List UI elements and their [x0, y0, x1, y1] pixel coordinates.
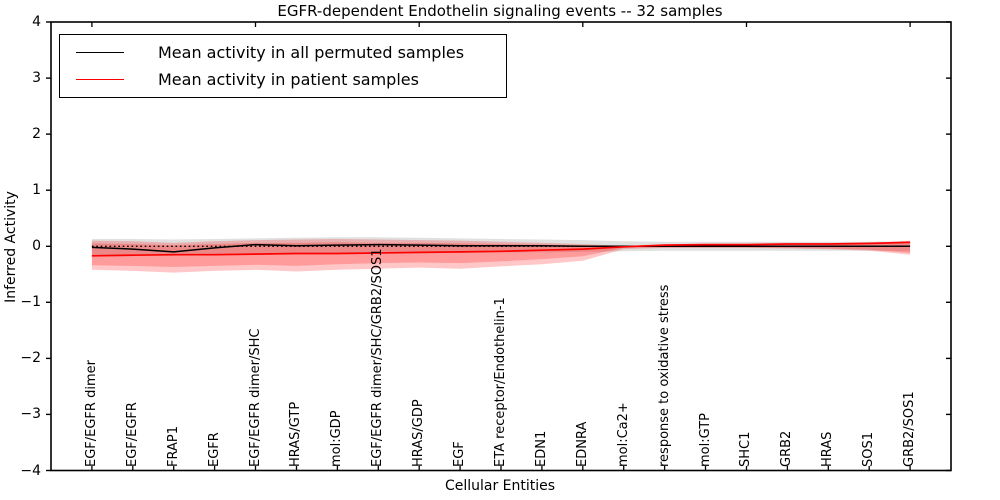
- y-tick-label: 1: [32, 182, 41, 199]
- x-tick-label: FRAP1: [165, 426, 181, 467]
- x-tick-label: EGF/EGFR: [124, 402, 140, 467]
- x-axis-label: Cellular Entities: [444, 478, 556, 494]
- y-tick-label: −4: [20, 462, 41, 479]
- y-tick-label: −2: [20, 350, 41, 367]
- x-tick-label: mol:Ca2+: [615, 402, 631, 467]
- x-tick-label: EGF/EGFR dimer: [83, 360, 99, 467]
- series-line-mean-activity-in-all-permuted-samples: [91, 243, 911, 253]
- x-tick-label: EGF/EGFR dimer/SHC/GRB2/SOS1: [370, 248, 386, 468]
- y-tick-label: 4: [32, 14, 41, 30]
- band-patient-samples-range-outer: [91, 239, 911, 273]
- x-tick-label: SHC1: [738, 431, 754, 467]
- chart-title: EGFR-dependent Endothelin signaling even…: [277, 2, 723, 20]
- x-tick-label: GRB2: [779, 430, 795, 467]
- legend-entry-permuted: Mean activity in all permuted samples: [76, 40, 506, 66]
- y-tick-label: 3: [32, 70, 41, 87]
- x-tick-label: HRAS: [820, 431, 836, 467]
- y-tick-label: −3: [20, 406, 41, 423]
- x-tick-label: EDN1: [533, 430, 549, 467]
- x-tick-label: EGF/EGFR dimer/SHC: [247, 328, 263, 467]
- patient-line-swatch: [76, 79, 124, 80]
- x-tick-label: SOS1: [861, 431, 877, 467]
- x-tick-label: response to oxidative stress: [656, 284, 672, 467]
- x-tick-label: mol:GDP: [329, 410, 345, 467]
- legend-label-patient: Mean activity in patient samples: [158, 70, 419, 89]
- legend-entry-patient: Mean activity in patient samples: [76, 67, 506, 93]
- x-tick-label: HRAS/GTP: [288, 401, 304, 467]
- legend-label-permuted: Mean activity in all permuted samples: [158, 43, 465, 62]
- x-tick-label: HRAS/GDP: [411, 399, 427, 467]
- legend: Mean activity in all permuted samples Me…: [59, 34, 507, 98]
- x-tick-label: mol:GTP: [697, 413, 713, 467]
- x-tick-label: EDNRA: [574, 421, 590, 467]
- x-tick-label: EGF: [452, 441, 468, 467]
- permuted-line-swatch: [76, 52, 124, 53]
- x-tick-label: GRB2/SOS1: [902, 391, 918, 467]
- y-tick-label: 0: [32, 238, 41, 255]
- x-tick-label: ETA receptor/Endothelin-1: [493, 297, 508, 467]
- x-tick-label: EGFR: [206, 432, 222, 467]
- band-permuted-samples-range: [91, 237, 911, 256]
- y-tick-label: 2: [32, 126, 41, 143]
- y-tick-label: −1: [20, 294, 41, 311]
- band-patient-samples-range-inner: [91, 241, 911, 267]
- series-line-mean-activity-in-patient-samples: [91, 241, 911, 257]
